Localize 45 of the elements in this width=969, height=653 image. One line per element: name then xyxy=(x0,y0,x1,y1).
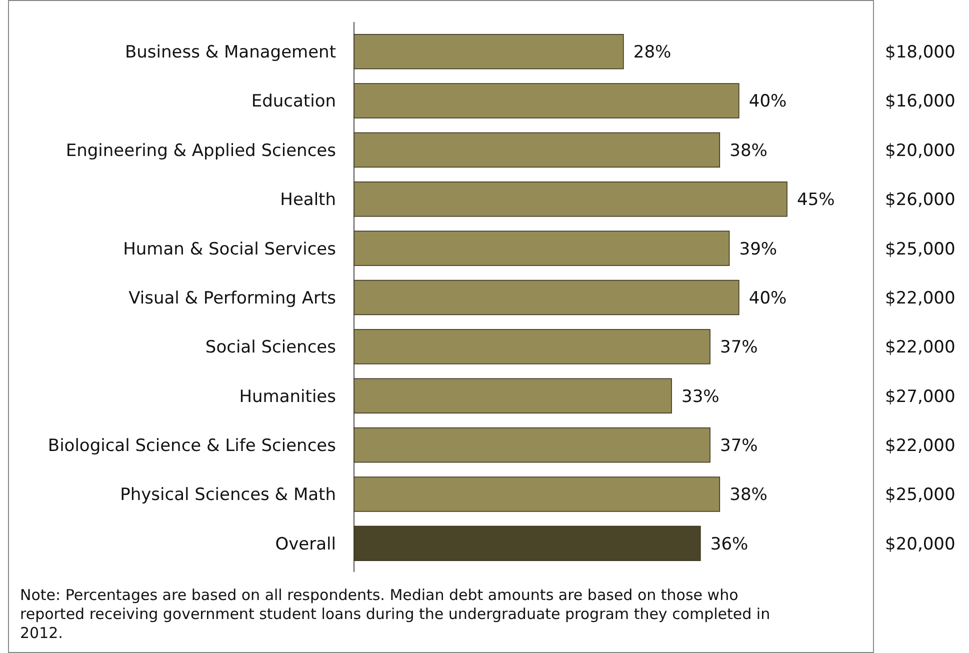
bar xyxy=(354,378,672,414)
y-tick-label: Physical Sciences & Math xyxy=(120,485,336,506)
data-label: 36% xyxy=(710,534,748,554)
y-tick-label: Human & Social Services xyxy=(123,239,336,260)
text: $20,000 xyxy=(885,140,956,161)
text: $20,000 xyxy=(885,534,956,554)
bar xyxy=(354,476,720,512)
text: $27,000 xyxy=(885,386,956,407)
y-tick-label: Social Sciences xyxy=(205,338,336,358)
y-tick-label: Humanities xyxy=(239,386,336,407)
y-tick-label: Business & Management xyxy=(124,42,336,63)
data-label: 37% xyxy=(720,436,758,456)
data-label: 40% xyxy=(748,288,787,308)
y-tick-label: Education xyxy=(251,92,336,112)
text: $18,000 xyxy=(885,42,956,63)
y-tick-label: Biological Science & Life Sciences xyxy=(48,436,336,456)
bar xyxy=(354,427,710,463)
bar xyxy=(354,34,624,70)
data-label: 38% xyxy=(730,485,768,506)
bar xyxy=(354,526,701,562)
text: Note: Percentages are based on all respondents. Median debt amounts are based on those who reported receiving government student loans during the undergraduate program they completed in 2012. xyxy=(20,586,772,643)
text: $25,000 xyxy=(885,485,956,506)
data-label: 28% xyxy=(633,42,672,63)
bar xyxy=(354,329,710,364)
y-tick-label: Visual & Performing Arts xyxy=(128,288,336,308)
bar xyxy=(354,182,788,217)
data-label: 45% xyxy=(797,190,835,210)
text: $16,000 xyxy=(885,92,956,112)
y-tick-label: Health xyxy=(280,190,336,210)
bar xyxy=(354,83,740,118)
data-label: 37% xyxy=(720,338,758,358)
bar xyxy=(354,230,730,266)
text: $25,000 xyxy=(885,239,956,260)
y-tick-label: Overall xyxy=(275,534,336,554)
data-label: 39% xyxy=(739,239,778,260)
text: $22,000 xyxy=(885,288,956,308)
data-label: 40% xyxy=(748,92,787,112)
bar xyxy=(354,132,720,168)
bar xyxy=(354,280,740,316)
text: $22,000 xyxy=(885,338,956,358)
text: $26,000 xyxy=(885,190,956,210)
y-tick-label: Engineering & Applied Sciences xyxy=(66,140,336,161)
text: $22,000 xyxy=(885,436,956,456)
data-label: 33% xyxy=(682,386,720,407)
data-label: 38% xyxy=(730,140,768,161)
